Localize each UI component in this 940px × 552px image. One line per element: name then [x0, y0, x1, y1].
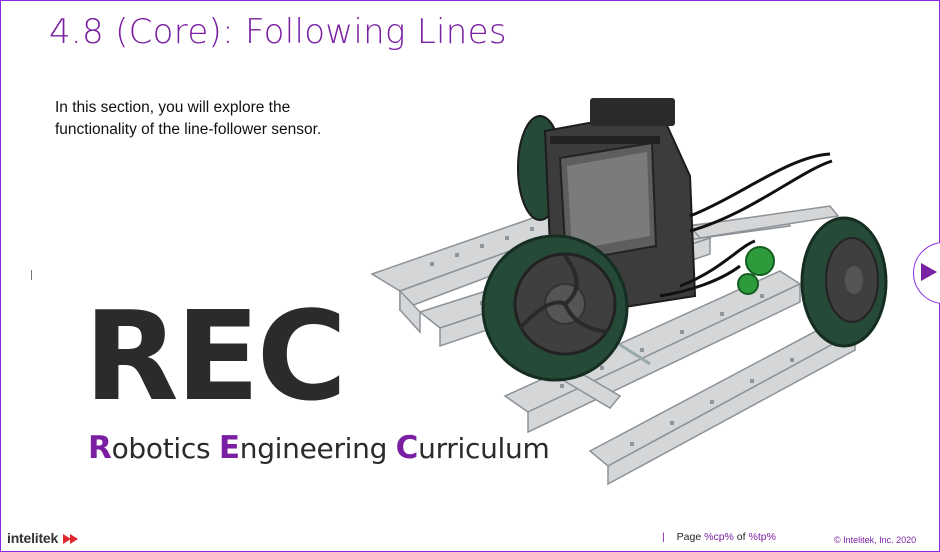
rec-logo: REC — [84, 286, 347, 429]
company-logo-text: intelitek — [7, 530, 59, 546]
tagline-r: R — [88, 430, 112, 466]
intro-line-2: functionality of the line-follower senso… — [55, 121, 322, 138]
tagline-r-rest: obotics — [111, 432, 219, 465]
company-logo: intelitek — [7, 530, 79, 546]
curriculum-tagline: Robotics Engineering Curriculum — [88, 430, 550, 466]
page-indicator: | Page %cp% of %tp% — [662, 531, 776, 543]
tagline-e-rest: ngineering — [239, 432, 396, 465]
total-pages: %tp% — [748, 531, 776, 543]
copyright-text: © Intelitek, Inc. 2020 — [834, 535, 917, 545]
robot-image — [370, 98, 888, 486]
current-page: %cp% — [704, 531, 734, 543]
intro-line-1: In this section, you will explore the — [55, 99, 291, 116]
tagline-c-rest: urriculum — [418, 432, 550, 465]
tagline-e: E — [218, 430, 240, 466]
front-left-wheel — [481, 234, 629, 382]
footer-separator: | — [662, 531, 665, 543]
cables — [659, 152, 833, 298]
of-label: of — [736, 531, 746, 543]
tagline-c: C — [395, 430, 419, 466]
double-arrow-icon — [62, 534, 78, 545]
front-right-wheel — [800, 216, 888, 348]
page-title: 4.8 (Core): Following Lines — [49, 12, 507, 52]
play-triangle-icon — [921, 263, 937, 281]
page-label: Page — [676, 531, 702, 543]
green-gears — [737, 246, 775, 295]
intro-text: In this section, you will explore the fu… — [55, 97, 355, 141]
margin-tick — [31, 270, 32, 280]
